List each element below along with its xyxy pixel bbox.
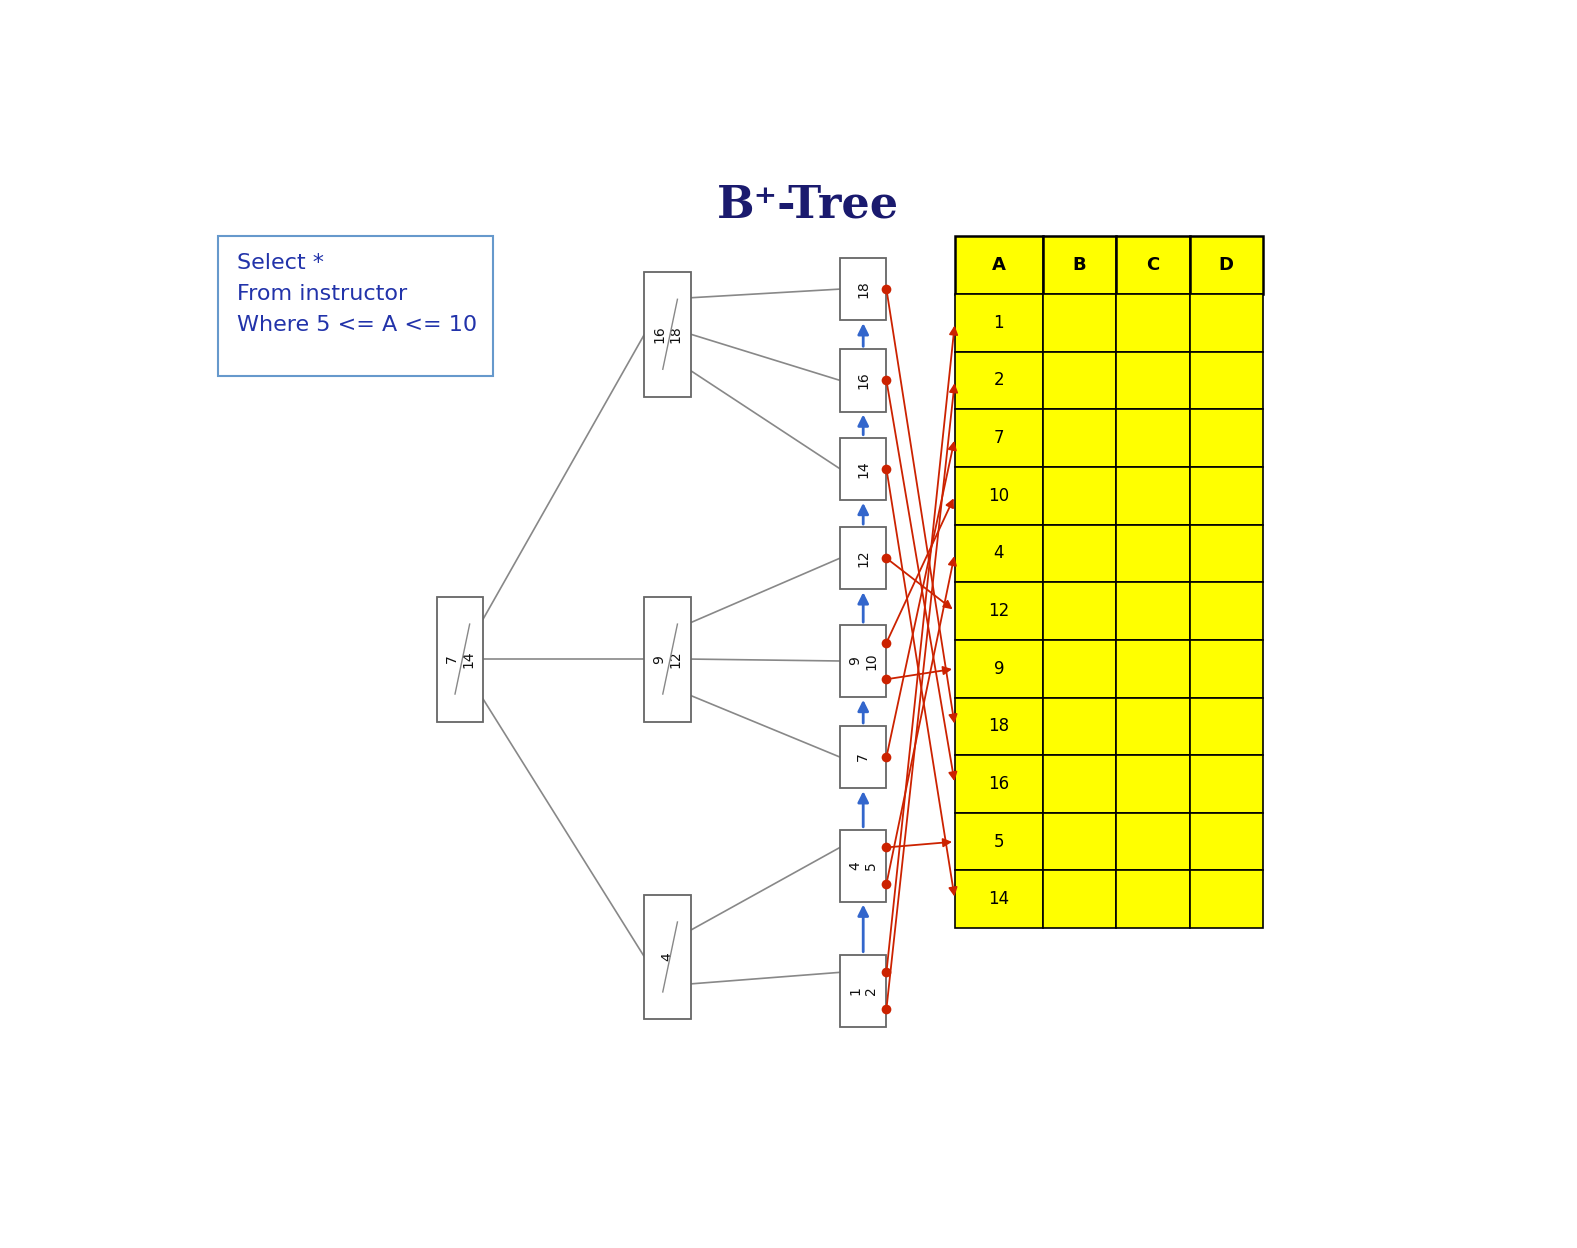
Bar: [1117, 409, 1189, 467]
Bar: [1117, 640, 1189, 698]
Text: 4
5: 4 5: [848, 861, 878, 870]
Bar: [1117, 871, 1189, 929]
Bar: [841, 438, 886, 500]
Bar: [1117, 295, 1189, 352]
Bar: [1117, 812, 1189, 871]
Bar: [954, 236, 1042, 293]
Bar: [437, 597, 483, 721]
Text: 9
10: 9 10: [848, 653, 878, 670]
Text: 16
18: 16 18: [653, 326, 683, 343]
Text: 9
12: 9 12: [653, 650, 683, 668]
Bar: [1117, 524, 1189, 582]
Text: 18: 18: [856, 281, 871, 298]
Text: C: C: [1146, 256, 1159, 275]
Bar: [954, 352, 1042, 409]
Bar: [1189, 871, 1263, 929]
Bar: [954, 524, 1042, 582]
Bar: [1189, 467, 1263, 524]
Bar: [1117, 467, 1189, 524]
Text: 7: 7: [856, 753, 871, 761]
Bar: [1117, 582, 1189, 640]
Bar: [1117, 755, 1189, 812]
Bar: [1189, 352, 1263, 409]
Text: 7
14: 7 14: [445, 650, 475, 668]
Text: 9: 9: [994, 660, 1005, 678]
Bar: [645, 597, 691, 721]
Bar: [1189, 812, 1263, 871]
Bar: [1042, 640, 1117, 698]
Text: 18: 18: [989, 718, 1009, 735]
Text: 14: 14: [989, 890, 1009, 909]
Bar: [1189, 524, 1263, 582]
Bar: [954, 467, 1042, 524]
Bar: [954, 871, 1042, 929]
Bar: [841, 955, 886, 1027]
Text: 1
2: 1 2: [848, 986, 878, 995]
Text: 16: 16: [989, 775, 1009, 792]
Bar: [841, 726, 886, 789]
Bar: [1189, 295, 1263, 352]
Bar: [954, 295, 1042, 352]
Bar: [645, 272, 691, 397]
Bar: [1042, 467, 1117, 524]
Bar: [1117, 236, 1189, 293]
Bar: [1042, 755, 1117, 812]
Text: 2: 2: [994, 372, 1005, 389]
Bar: [841, 830, 886, 902]
Text: A: A: [992, 256, 1006, 275]
Bar: [1042, 698, 1117, 755]
Bar: [1189, 755, 1263, 812]
Bar: [1189, 582, 1263, 640]
Text: D: D: [1219, 256, 1233, 275]
Bar: [1042, 524, 1117, 582]
Text: 7: 7: [994, 429, 1005, 447]
Text: 4: 4: [661, 952, 675, 961]
Bar: [1189, 236, 1263, 293]
Bar: [1042, 295, 1117, 352]
Bar: [645, 895, 691, 1020]
Bar: [1042, 409, 1117, 467]
Bar: [1189, 698, 1263, 755]
Text: 16: 16: [856, 372, 871, 389]
Text: 12: 12: [856, 549, 871, 567]
Bar: [1189, 409, 1263, 467]
Text: 5: 5: [994, 832, 1005, 851]
Text: 4: 4: [994, 544, 1005, 563]
FancyBboxPatch shape: [218, 236, 494, 376]
Text: 10: 10: [989, 487, 1009, 504]
Bar: [1042, 352, 1117, 409]
Bar: [1189, 640, 1263, 698]
Bar: [1117, 352, 1189, 409]
Bar: [1042, 812, 1117, 871]
Text: Select *
From instructor
Where 5 <= A <= 10: Select * From instructor Where 5 <= A <=…: [238, 252, 478, 334]
Bar: [1042, 236, 1117, 293]
Bar: [841, 625, 886, 698]
Text: 14: 14: [856, 461, 871, 478]
Bar: [954, 755, 1042, 812]
Text: B⁺-Tree: B⁺-Tree: [718, 183, 899, 226]
Bar: [954, 582, 1042, 640]
Bar: [1042, 582, 1117, 640]
Text: 12: 12: [989, 602, 1009, 620]
Text: 1: 1: [994, 313, 1005, 332]
Bar: [841, 258, 886, 321]
Text: B: B: [1072, 256, 1087, 275]
Bar: [1042, 871, 1117, 929]
Bar: [954, 640, 1042, 698]
Bar: [954, 698, 1042, 755]
Bar: [841, 349, 886, 412]
Bar: [1117, 698, 1189, 755]
Bar: [841, 527, 886, 589]
Bar: [954, 812, 1042, 871]
Bar: [954, 409, 1042, 467]
